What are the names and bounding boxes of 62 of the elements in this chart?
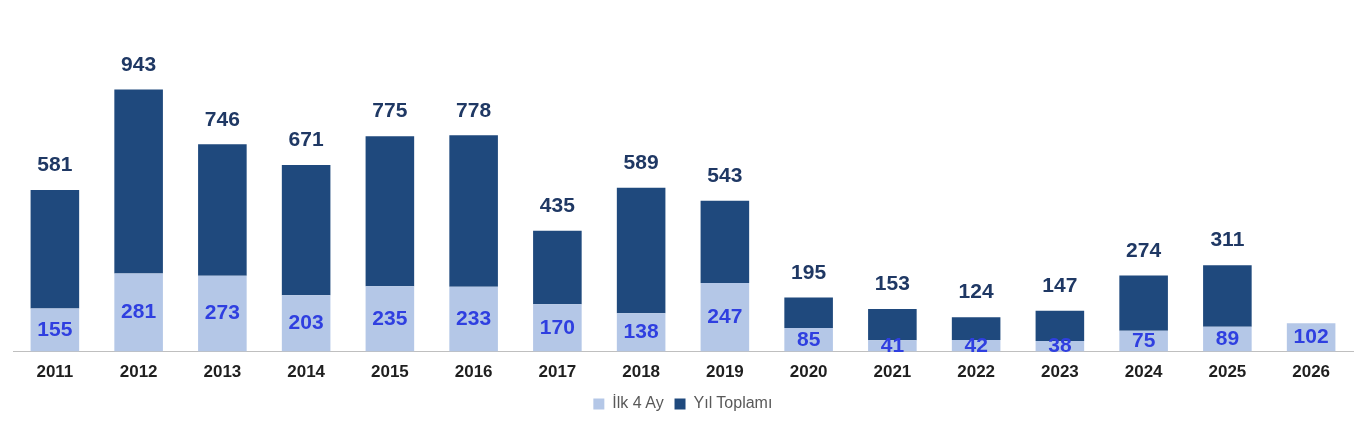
data-label: 203: [288, 310, 324, 334]
total-label: 581: [37, 152, 73, 176]
total-label: 589: [623, 150, 659, 174]
data-label: 102: [1293, 324, 1329, 348]
x-tick-label: 2011: [36, 362, 74, 382]
x-tick-label: 2016: [454, 362, 493, 382]
data-label: 170: [539, 314, 575, 338]
legend-label: İlk 4 Ay: [612, 393, 664, 412]
data-label: 155: [37, 316, 73, 340]
data-label: 75: [1131, 327, 1156, 351]
x-tick-label: 2026: [1292, 362, 1331, 382]
legend-label: Yıl Toplamı: [693, 394, 773, 412]
data-label: 41: [880, 332, 905, 356]
data-label: 273: [204, 300, 240, 324]
bar: [1119, 275, 1168, 331]
bar: [449, 135, 498, 287]
bar: [616, 187, 666, 314]
bar: [951, 317, 1001, 340]
data-label: 247: [707, 304, 743, 328]
x-tick-label: 2024: [1124, 362, 1164, 382]
total-label: 746: [204, 106, 240, 130]
bar: [114, 273, 163, 352]
bar: [1203, 265, 1252, 327]
data-label: 89: [1215, 326, 1240, 350]
bar: [30, 190, 80, 309]
total-label: 147: [1042, 273, 1078, 297]
x-tick-label: 2022: [957, 362, 996, 382]
x-tick-label: 2025: [1208, 362, 1247, 382]
x-tick-label: 2014: [287, 362, 326, 382]
x-tick-label: 2015: [370, 362, 409, 382]
data-label: 235: [372, 305, 408, 329]
total-label: 153: [874, 271, 910, 295]
total-label: 435: [539, 192, 576, 216]
total-label: 274: [1126, 237, 1162, 261]
bar: [198, 275, 247, 352]
bar: [700, 200, 750, 283]
total-label: 195: [791, 259, 827, 283]
total-label: 775: [372, 98, 408, 122]
bar: [114, 89, 163, 274]
x-tick-label: 2012: [119, 362, 158, 382]
total-label: 543: [707, 162, 743, 186]
data-label: 233: [456, 306, 492, 330]
x-tick-label: 2017: [538, 362, 577, 382]
data-label: 281: [121, 299, 157, 323]
x-tick-label: 2018: [622, 362, 661, 382]
x-tick-label: 2013: [203, 362, 242, 382]
total-label: 124: [958, 279, 994, 303]
bar: [784, 297, 833, 328]
x-tick-label: 2019: [705, 362, 744, 382]
x-tick-label: 2021: [873, 362, 912, 382]
bar: [533, 230, 582, 305]
data-label: 138: [623, 319, 659, 343]
bar: [281, 165, 331, 296]
x-tick-label: 2020: [789, 362, 828, 382]
x-tick-label: 2023: [1040, 362, 1079, 382]
total-label: 671: [288, 127, 324, 151]
bar: [365, 136, 415, 287]
data-label: 85: [796, 326, 821, 350]
bar: [198, 144, 247, 276]
total-label: 311: [1210, 227, 1245, 251]
total-label: 943: [121, 51, 157, 75]
total-label: 778: [456, 97, 492, 121]
